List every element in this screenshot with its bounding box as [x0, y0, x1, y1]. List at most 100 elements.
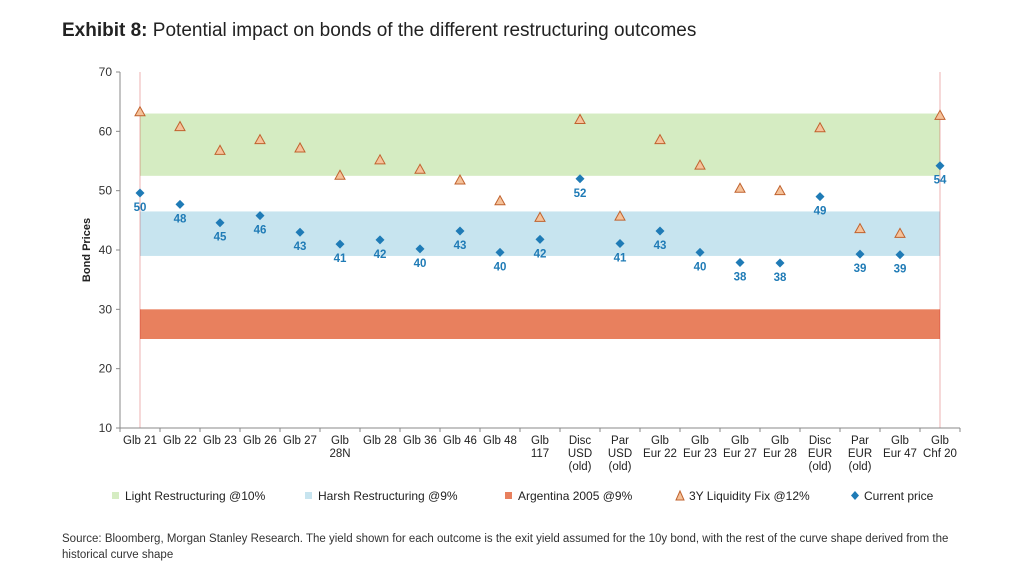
current-price-point [695, 247, 705, 257]
current-price-label: 38 [774, 272, 787, 284]
current-price-point [575, 174, 585, 184]
current-price-label: 40 [494, 261, 507, 273]
legend-swatch [851, 491, 859, 500]
current-price-label: 40 [414, 258, 427, 270]
liquidity-point [854, 222, 866, 234]
x-tick-label: Par EUR (old) [848, 435, 872, 473]
x-tick-label: Glb Eur 22 [643, 435, 677, 460]
liquidity-point [214, 144, 226, 155]
legend-swatch [305, 492, 312, 499]
liquidity-point [694, 159, 706, 170]
current-price-label: 38 [734, 271, 747, 283]
liquidity-point [774, 184, 786, 196]
x-tick-label: Glb Eur 27 [723, 435, 757, 460]
x-tick-label: Disc EUR (old) [808, 435, 832, 473]
current-price-label: 46 [254, 225, 267, 237]
current-price-label: 40 [694, 261, 707, 273]
current-price-label: 43 [654, 240, 667, 252]
exhibit-label: Exhibit 8: [62, 20, 148, 41]
exhibit-title: Potential impact on bonds of the differe… [152, 20, 697, 41]
y-tick-label: 70 [99, 65, 113, 79]
source-note: Source: Bloomberg, Morgan Stanley Resear… [62, 533, 949, 561]
current-price-label: 39 [894, 264, 907, 276]
liquidity-point [414, 163, 426, 174]
x-tick-label: Glb 28N [329, 435, 350, 460]
liquidity-point [934, 109, 946, 120]
liquidity-point [254, 133, 266, 145]
legend-label: Current price [864, 489, 934, 503]
x-tick-label: Glb 26 [243, 435, 277, 447]
liquidity-point [134, 105, 146, 117]
current-price-point [855, 249, 865, 259]
current-price-point [375, 235, 385, 245]
current-price-point [815, 192, 825, 202]
current-price-label: 41 [334, 253, 347, 265]
x-tick-label: Glb 46 [443, 435, 477, 447]
x-tick-label: Glb 117 [531, 435, 549, 460]
x-tick-label: Glb 27 [283, 435, 317, 447]
current-price-label: 49 [814, 206, 827, 218]
x-tick-label: Glb 28 [363, 435, 397, 447]
legend-item: Harsh Restructuring @9% [305, 489, 458, 503]
current-price-label: 39 [854, 263, 867, 275]
legend-label: 3Y Liquidity Fix @12% [689, 489, 810, 503]
liquidity-point [534, 211, 546, 222]
band-argentina [140, 309, 940, 339]
current-price-point [895, 250, 905, 260]
liquidity-point [814, 121, 826, 133]
legend-swatch [505, 492, 512, 499]
liquidity-point [894, 227, 906, 238]
current-price-label: 43 [294, 241, 307, 253]
legend-item: Current price [851, 489, 934, 503]
liquidity-point [614, 210, 626, 221]
liquidity-point [294, 141, 306, 153]
current-price-label: 42 [374, 249, 387, 261]
x-tick-label: Disc USD (old) [568, 435, 592, 473]
liquidity-point [174, 120, 186, 132]
current-price-point [455, 226, 465, 236]
current-price-label: 43 [454, 240, 467, 252]
chart-title: Exhibit 8: Potential impact on bonds of … [62, 20, 696, 42]
legend-item: 3Y Liquidity Fix @12% [675, 489, 810, 503]
x-tick-label: Glb 22 [163, 435, 197, 447]
legend-label: Argentina 2005 @9% [518, 489, 633, 503]
liquidity-point [454, 173, 466, 185]
current-price-point [495, 247, 505, 257]
x-tick-label: Glb Eur 47 [883, 435, 917, 460]
current-price-point [935, 161, 945, 171]
x-tick-label: Glb Eur 23 [683, 435, 717, 460]
current-price-point [255, 211, 265, 221]
x-tick-label: Glb Chf 20 [923, 435, 957, 460]
liquidity-point [374, 153, 386, 165]
x-tick-label: Glb 23 [203, 435, 237, 447]
current-price-point [535, 234, 545, 244]
y-tick-label: 30 [99, 302, 113, 316]
current-price-label: 41 [614, 252, 627, 264]
current-price-point [775, 258, 785, 268]
x-tick-label: Glb Eur 28 [763, 435, 797, 460]
legend-swatch [112, 492, 119, 499]
current-price-point [655, 226, 665, 236]
current-price-label: 52 [574, 188, 587, 200]
current-price-point [335, 239, 345, 249]
chart: 10 20 30 40 50 60 70 Bond Prices Glb 21 Glb 22 Glb… [81, 65, 961, 503]
legend-item: Argentina 2005 @9% [505, 489, 633, 503]
liquidity-point [334, 169, 346, 180]
current-price-label: 45 [214, 232, 227, 244]
current-price-label: 48 [174, 213, 187, 225]
legend-swatch [675, 489, 685, 501]
current-price-label: 50 [134, 202, 147, 214]
y-tick-label: 10 [99, 421, 113, 435]
y-tick-label: 60 [99, 124, 113, 138]
y-tick-label: 50 [99, 184, 113, 198]
legend-item: Light Restructuring @10% [112, 489, 266, 503]
x-tick-label: Par USD (old) [608, 435, 632, 473]
current-price-point [415, 244, 425, 254]
legend-label: Light Restructuring @10% [125, 489, 266, 503]
y-tick-label: 20 [99, 362, 113, 376]
current-price-point [135, 188, 145, 198]
liquidity-point [654, 133, 666, 145]
liquidity-point [574, 113, 586, 124]
current-price-point [615, 238, 625, 248]
band-light [140, 113, 940, 176]
